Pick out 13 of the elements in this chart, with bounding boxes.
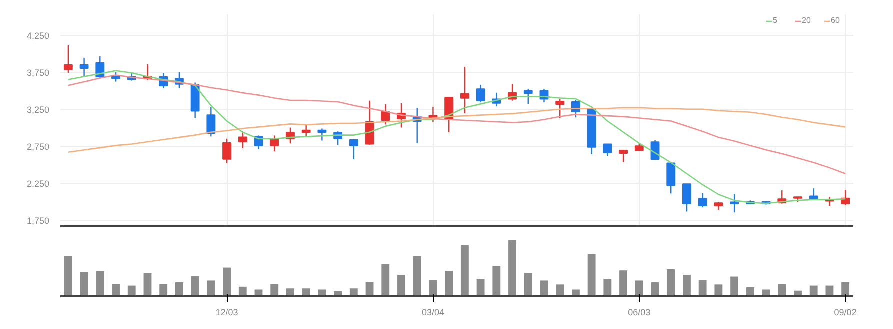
x-tick-label: 06/03 xyxy=(628,308,651,318)
y-tick-label: 1,750 xyxy=(26,216,50,226)
legend-label: 60 xyxy=(831,16,841,25)
y-tick-label: 3,750 xyxy=(26,68,50,78)
x-tick-label: 12/03 xyxy=(216,308,238,318)
y-tick-label: 4,250 xyxy=(26,30,50,41)
x-tick-label: 03/04 xyxy=(422,308,444,318)
y-tick-label: 2,250 xyxy=(26,179,50,190)
x-tick-label: 09/02 xyxy=(834,308,857,318)
y-tick-label: 2,750 xyxy=(26,142,50,152)
legend-label: 5 xyxy=(773,16,778,25)
legend-label: 20 xyxy=(802,16,812,25)
y-tick-label: 3,250 xyxy=(26,104,50,115)
